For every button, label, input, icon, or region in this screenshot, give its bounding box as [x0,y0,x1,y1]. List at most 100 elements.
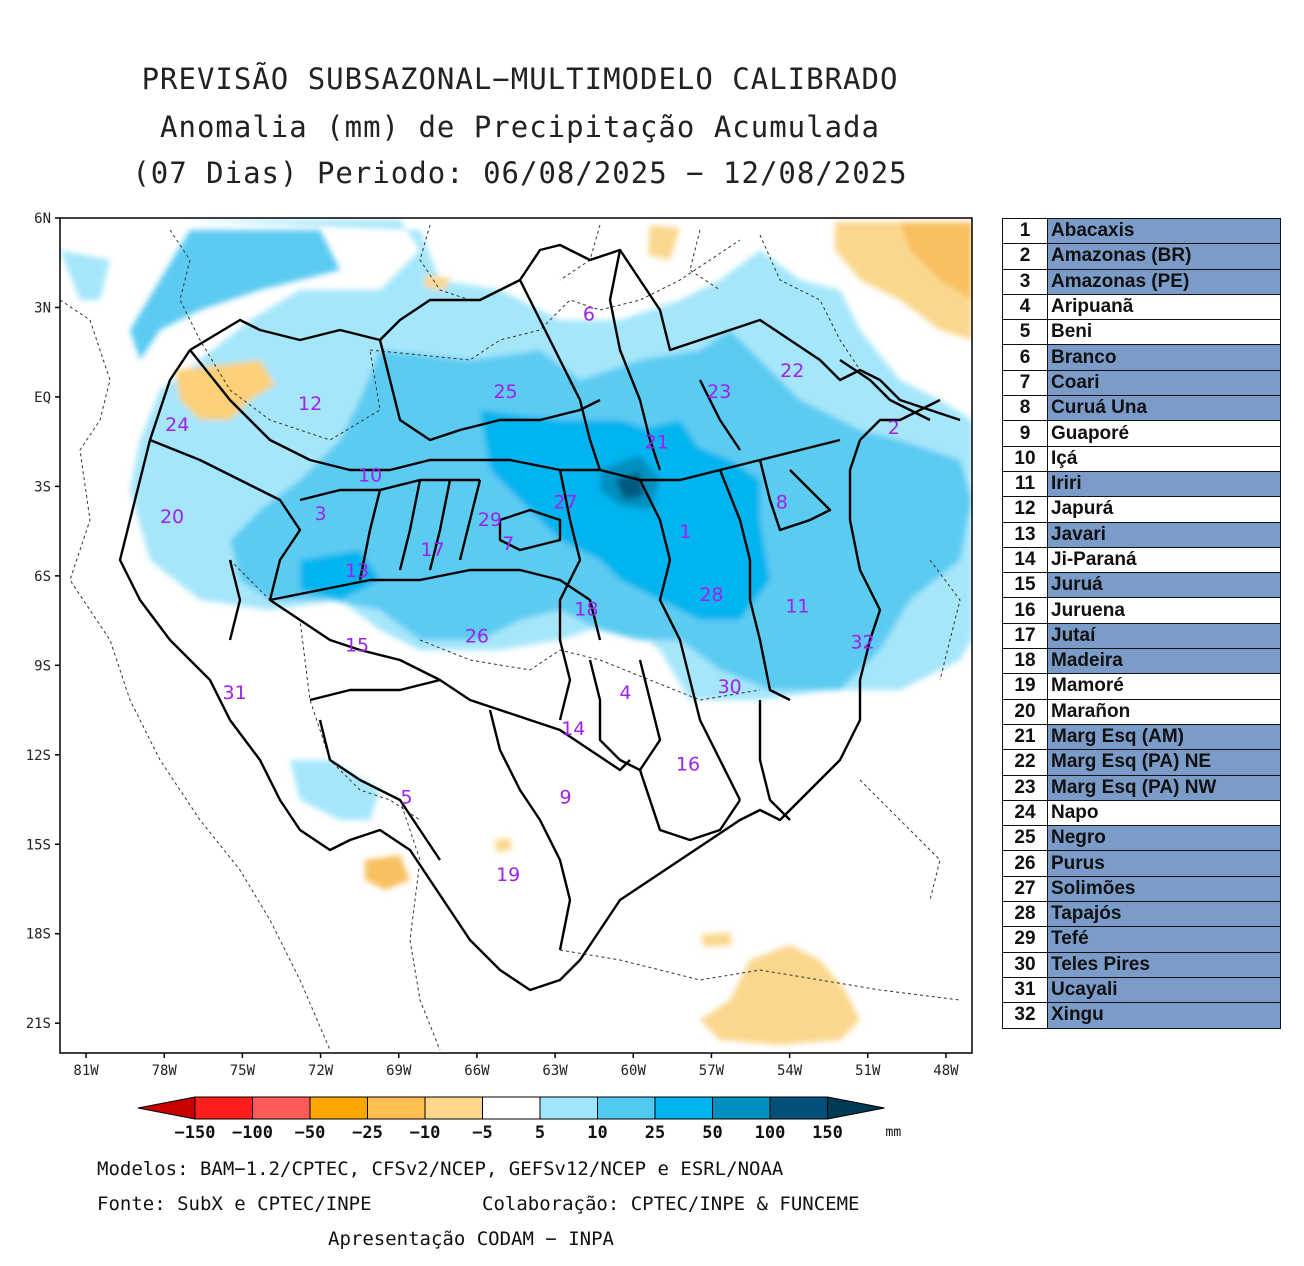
legend-number: 32 [1002,1002,1048,1029]
basin-label-13: 13 [345,560,369,582]
legend-row: 7 Coari [1002,369,1281,397]
legend-row: 27 Solimões [1002,875,1281,903]
colorbar-swatch [309,1096,368,1120]
legend-basin-name: Guaporé [1047,420,1281,447]
legend-basin-name: Ucayali [1047,976,1281,1004]
legend-row: 6 Branco [1002,344,1281,371]
legend-basin-name: Marg Esq (PA) NW [1047,774,1281,801]
lat-tick-label: EQ [34,390,51,406]
legend-number: 28 [1002,901,1048,928]
colorbar-swatch [482,1096,541,1120]
basin-label-25: 25 [493,381,517,403]
legend-basin-name: Beni [1047,319,1281,346]
legend-number: 6 [1002,344,1048,371]
legend-row: 4 Aripuanã [1002,293,1281,321]
legend-row: 30 Teles Pires [1002,951,1281,978]
legend-row: 2 Amazonas (BR) [1002,243,1281,270]
lat-tick-label: 21S [26,1016,51,1032]
colorbar-max-arrow [827,1096,885,1120]
basin-label-1: 1 [679,521,691,543]
legend-number: 25 [1002,825,1048,852]
legend-row: 19 Mamoré [1002,673,1281,700]
basin-legend-table: 1 Abacaxis 2 Amazonas (BR) 3 Amazonas (PE) 4 Ar… [1002,217,1281,1029]
legend-number: 24 [1002,799,1048,827]
basin-label-5: 5 [401,787,413,809]
legend-basin-name: Madeira [1047,648,1281,675]
legend-row: 22 Marg Esq (PA) NE [1002,749,1281,776]
basin-label-7: 7 [502,533,514,555]
lat-tick-label: 6N [34,211,51,227]
legend-basin-name: Ji-Paraná [1047,546,1281,574]
lat-tick-label: 12S [26,748,51,764]
legend-row: 20 Marañon [1002,698,1281,725]
legend-number: 5 [1002,319,1048,346]
legend-number: 22 [1002,749,1048,776]
legend-number: 11 [1002,470,1048,498]
legend-basin-name: Marañon [1047,698,1281,725]
legend-basin-name: Purus [1047,850,1281,877]
basin-label-10: 10 [358,464,382,486]
legend-basin-name: Javari [1047,521,1281,548]
presentation-credit: Apresentação CODAM − INPA [328,1228,614,1250]
legend-row: 5 Beni [1002,319,1281,346]
lat-tick-label: 9S [34,658,51,674]
legend-row: 16 Juruena [1002,597,1281,624]
legend-basin-name: Coari [1047,369,1281,397]
lon-tick-label: 54W [777,1063,803,1079]
legend-row: 15 Juruá [1002,572,1281,599]
legend-row: 8 Curuá Una [1002,395,1281,422]
colorbar-unit: mm [886,1125,902,1140]
title-line-3: (07 Dias) Periodo: 06/08/2025 − 12/08/20… [132,156,908,190]
legend-basin-name: Aripuanã [1047,293,1281,321]
colorbar-swatch [769,1096,828,1120]
basin-label-31: 31 [222,682,246,704]
models-credit: Modelos: BAM−1.2/CPTEC, CFSv2/NCEP, GEFS… [97,1158,784,1180]
legend-number: 10 [1002,445,1048,472]
colorbar-swatch [367,1096,426,1120]
legend-row: 21 Marg Esq (AM) [1002,723,1281,751]
colorbar: −150 −100 −50 −25 −10 −5 5 10 25 50 100 150 mm [137,1096,902,1143]
legend-basin-name: Mamoré [1047,673,1281,700]
legend-number: 29 [1002,926,1048,953]
legend-number: 19 [1002,673,1048,700]
legend-basin-name: Iriri [1047,470,1281,498]
anomaly-shading [60,220,972,1045]
colorbar-label: −10 [410,1123,441,1143]
legend-number: 12 [1002,496,1048,523]
basin-label-6: 6 [583,303,595,325]
latitude-axis: 6N 3N EQ 3S 6S 9S 12S 15S 18S 21S [26,211,60,1032]
lon-tick-label: 60W [621,1063,647,1079]
legend-number: 1 [1002,217,1048,245]
basin-label-9: 9 [559,787,571,809]
legend-number: 8 [1002,395,1048,422]
legend-number: 26 [1002,850,1048,877]
basin-label-3: 3 [315,503,327,525]
legend-row: 17 Jutaí [1002,622,1281,650]
basin-label-28: 28 [699,584,723,606]
legend-number: 14 [1002,546,1048,574]
legend-row: 23 Marg Esq (PA) NW [1002,774,1281,801]
colorbar-swatch [712,1096,771,1120]
legend-row: 32 Xingu [1002,1002,1281,1029]
basin-label-8: 8 [776,491,788,513]
legend-row: 10 Içá [1002,445,1281,472]
legend-row: 24 Napo [1002,799,1281,827]
basin-label-4: 4 [619,682,631,704]
lon-tick-label: 57W [699,1063,725,1079]
lat-tick-label: 15S [26,837,51,853]
colorbar-label: 10 [587,1123,607,1143]
colorbar-swatch [654,1096,713,1120]
title-line-2: Anomalia (mm) de Precipitação Acumulada [160,110,880,144]
lon-tick-label: 48W [933,1063,959,1079]
legend-row: 14 Ji-Paraná [1002,546,1281,574]
legend-number: 7 [1002,369,1048,397]
legend-basin-name: Xingu [1047,1002,1281,1029]
legend-number: 3 [1002,268,1048,295]
basin-label-23: 23 [707,381,731,403]
colorbar-label: −5 [472,1123,492,1143]
legend-number: 4 [1002,293,1048,321]
colorbar-label: −25 [352,1123,383,1143]
legend-basin-name: Amazonas (BR) [1047,243,1281,270]
legend-number: 21 [1002,723,1048,751]
legend-basin-name: Solimões [1047,875,1281,903]
